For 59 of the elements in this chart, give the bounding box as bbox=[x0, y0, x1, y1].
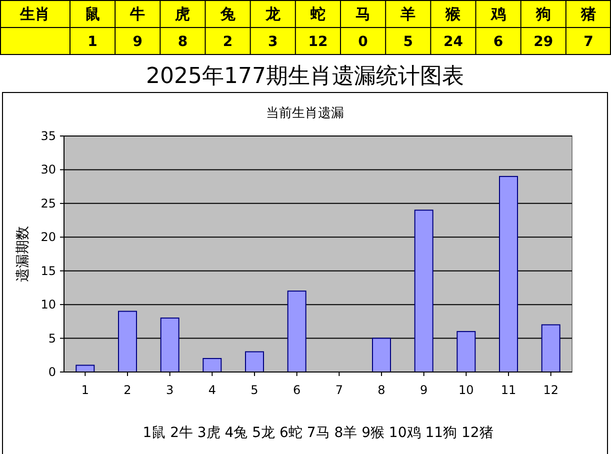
x-tick-label: 3 bbox=[166, 383, 174, 397]
category-label: 羊 bbox=[400, 5, 416, 23]
bar bbox=[287, 290, 306, 372]
category-label: 鼠 bbox=[85, 5, 100, 23]
x-tick-label: 10 bbox=[458, 383, 474, 397]
category-label: 兔 bbox=[219, 5, 236, 23]
data-label: 2 bbox=[222, 34, 233, 50]
data-label: 9 bbox=[132, 34, 142, 50]
data-label: 12 bbox=[308, 34, 328, 50]
y-tick-label: 25 bbox=[40, 196, 56, 210]
y-tick-label: 15 bbox=[40, 264, 56, 278]
x-tick-label: 5 bbox=[250, 383, 258, 397]
category-label: 鸡 bbox=[490, 5, 506, 23]
x-tick-label: 12 bbox=[543, 383, 558, 397]
bar bbox=[372, 338, 391, 372]
data-label: 6 bbox=[493, 34, 504, 50]
data-label: 8 bbox=[178, 34, 188, 50]
data-label: 1 bbox=[88, 34, 98, 50]
category-label: 牛 bbox=[129, 5, 146, 23]
y-tick-label: 10 bbox=[40, 298, 56, 312]
category-label: 虎 bbox=[174, 5, 190, 23]
chart-title: 2025年177期生肖遗漏统计图表 bbox=[146, 64, 464, 89]
y-tick-label: 30 bbox=[40, 162, 56, 177]
x-tick-label: 4 bbox=[208, 383, 216, 397]
bar bbox=[414, 210, 434, 372]
y-tick-label: 35 bbox=[40, 129, 56, 143]
category-label: 龙 bbox=[264, 5, 282, 23]
bar bbox=[118, 310, 137, 372]
category-label: 蛇 bbox=[309, 5, 326, 23]
text: 生肖 bbox=[19, 5, 50, 23]
text: 1鼠 2牛 3虎 4兔 5龙 6蛇 7马 8羊 9猴 10鸡 11狗 12猪 bbox=[142, 425, 494, 441]
data-label: 5 bbox=[403, 34, 413, 50]
chart-subtitle: 当前生肖遗漏 bbox=[266, 106, 344, 121]
bar bbox=[245, 351, 264, 372]
category-label: 狗 bbox=[534, 5, 551, 23]
bar bbox=[160, 318, 180, 372]
data-label: 3 bbox=[268, 34, 278, 50]
y-tick-label: 20 bbox=[40, 230, 56, 244]
y-tick-label: 0 bbox=[48, 365, 56, 379]
category-label: 猪 bbox=[580, 5, 596, 23]
data-label: 7 bbox=[584, 34, 594, 50]
bar bbox=[456, 331, 476, 372]
category-label: 马 bbox=[356, 5, 371, 23]
bar bbox=[541, 324, 560, 372]
bar bbox=[499, 176, 518, 372]
x-tick-label: 9 bbox=[420, 383, 428, 397]
data-label: 24 bbox=[443, 34, 464, 50]
data-label: 0 bbox=[358, 34, 368, 50]
y-axis-title: 遗漏期数 bbox=[15, 226, 31, 282]
bar bbox=[202, 358, 222, 372]
x-tick-label: 6 bbox=[293, 383, 301, 397]
x-tick-label: 11 bbox=[500, 383, 516, 397]
y-tick-label: 5 bbox=[48, 331, 56, 346]
x-tick-label: 8 bbox=[378, 383, 386, 397]
x-tick-label: 1 bbox=[81, 383, 89, 397]
x-tick-label: 7 bbox=[335, 383, 343, 397]
category-label: 猴 bbox=[444, 5, 462, 23]
data-label: 29 bbox=[534, 34, 554, 50]
x-tick-label: 2 bbox=[124, 383, 132, 397]
